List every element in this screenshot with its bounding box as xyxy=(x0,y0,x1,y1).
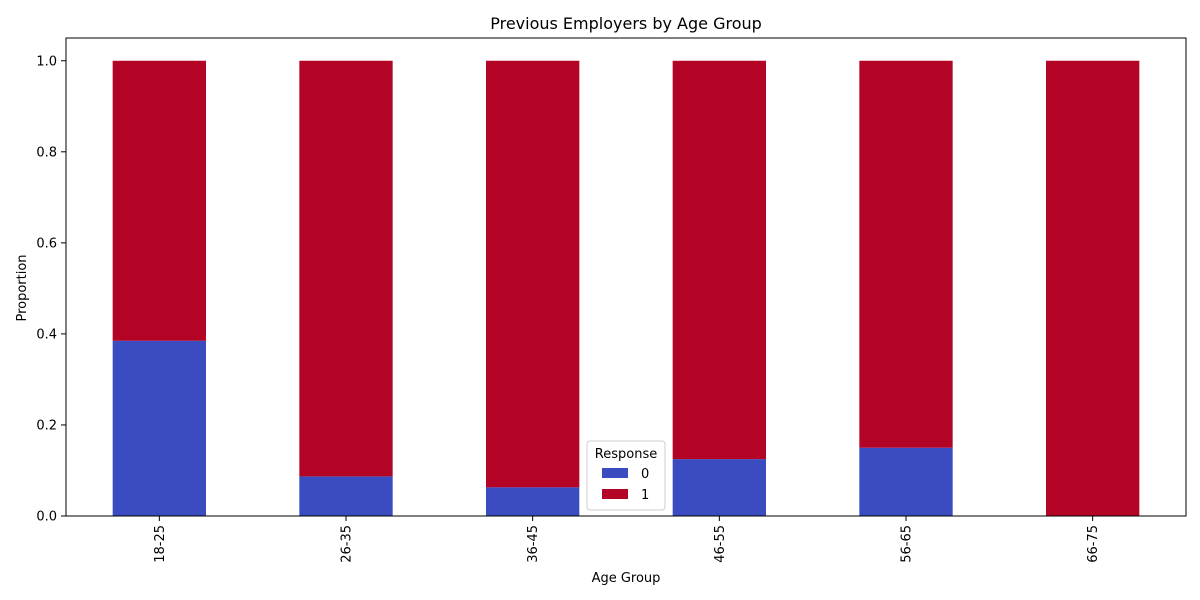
y-tick-label: 0.8 xyxy=(36,145,57,160)
y-tick-label: 0.4 xyxy=(36,327,57,342)
x-tick-label: 18-25 xyxy=(153,525,168,563)
legend-title: Response xyxy=(595,447,657,462)
y-tick-label: 0.6 xyxy=(36,236,57,251)
y-tick-label: 0.0 xyxy=(36,510,57,525)
bar-46-55-series-0 xyxy=(672,459,766,516)
y-axis-label: Proportion xyxy=(15,254,30,321)
legend-swatch-0 xyxy=(602,468,628,478)
bar-46-55-series-1 xyxy=(672,60,766,460)
x-tick-label: 36-45 xyxy=(526,525,541,563)
x-axis: 18-25 26-35 36-45 46-55 56-65 66-75 xyxy=(153,516,1101,563)
bar-18-25-series-0 xyxy=(112,340,206,516)
bar-56-65-series-1 xyxy=(859,60,953,448)
bar-36-45-series-0 xyxy=(486,487,580,516)
bar-18-25-series-1 xyxy=(112,60,206,341)
chart-title: Previous Employers by Age Group xyxy=(490,14,762,33)
bar-26-35-series-0 xyxy=(299,476,393,516)
bar-26-35-series-1 xyxy=(299,60,393,477)
legend-label-1: 1 xyxy=(641,488,649,503)
legend-label-0: 0 xyxy=(641,467,649,482)
legend: Response 0 1 xyxy=(586,440,666,511)
y-tick-label: 0.2 xyxy=(36,418,57,433)
legend-swatch-1 xyxy=(602,489,628,499)
x-tick-label: 46-55 xyxy=(713,525,728,563)
x-axis-label: Age Group xyxy=(592,571,661,586)
x-tick-label: 56-65 xyxy=(900,525,915,563)
bar-36-45-series-1 xyxy=(486,60,580,488)
x-tick-label: 26-35 xyxy=(340,525,355,563)
bar-56-65-series-0 xyxy=(859,447,953,516)
bar-66-75-series-1 xyxy=(1046,60,1140,517)
y-axis: 0.0 0.2 0.4 0.6 0.8 1.0 xyxy=(36,54,66,525)
y-tick-label: 1.0 xyxy=(36,54,57,69)
plot-frame xyxy=(65,37,1187,517)
bars-group xyxy=(112,60,1140,517)
x-tick-label: 66-75 xyxy=(1086,525,1101,563)
